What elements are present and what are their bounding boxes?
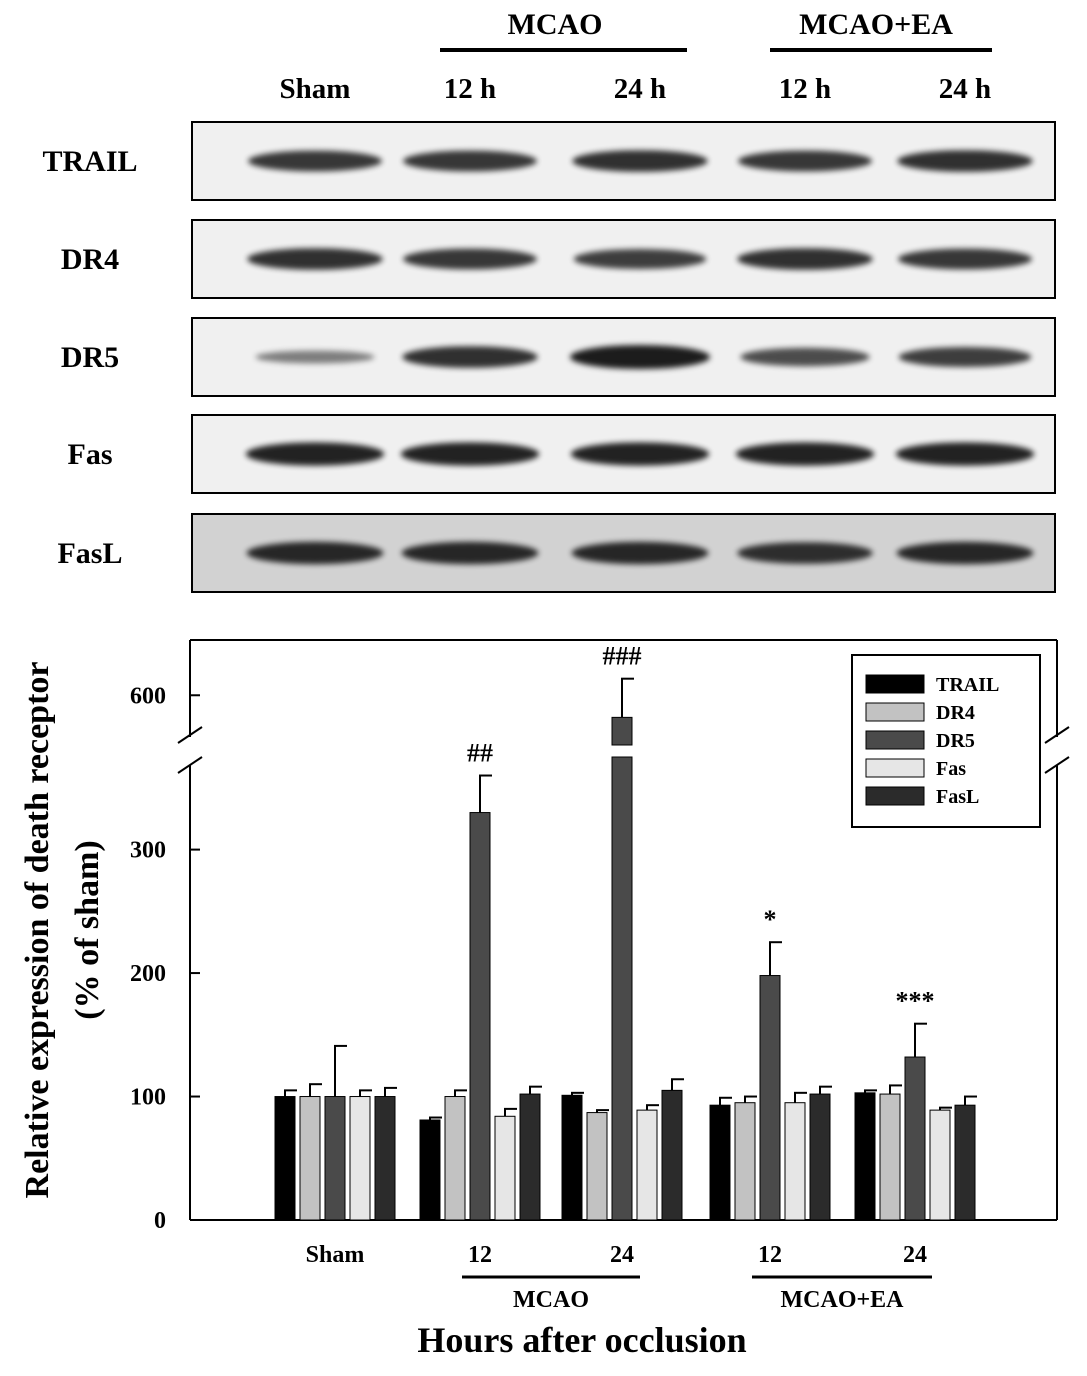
blot-band xyxy=(403,248,537,270)
legend-label: DR4 xyxy=(936,702,975,724)
bar-fas xyxy=(784,1102,806,1221)
blot-group-label: MCAO xyxy=(508,8,603,41)
blot-lane-label: 12 h xyxy=(444,73,496,105)
bar-fasl xyxy=(809,1093,831,1221)
y-tick-label: 0 xyxy=(154,1208,166,1234)
y-tick-label: 200 xyxy=(130,961,166,987)
blot-band xyxy=(571,541,709,565)
significance-mark: ### xyxy=(603,642,642,671)
legend-label: Fas xyxy=(936,758,966,780)
blot-group-label: MCAO+EA xyxy=(799,8,953,41)
x-tick-label: 24 xyxy=(610,1242,634,1268)
bar-fas xyxy=(929,1109,951,1221)
legend-swatch xyxy=(865,786,925,806)
blot-lane-label: Sham xyxy=(280,73,351,105)
blot-lane-label: 24 h xyxy=(939,73,991,105)
blot-band xyxy=(570,345,710,369)
bar-dr5 xyxy=(904,1056,926,1221)
x-group-label: MCAO xyxy=(513,1287,589,1313)
blot-band xyxy=(895,442,1035,466)
x-tick-label: 12 xyxy=(758,1242,782,1268)
blot-band xyxy=(740,347,870,367)
blot-band xyxy=(247,248,383,270)
bar-dr4 xyxy=(586,1112,608,1221)
significance-mark: ## xyxy=(467,739,493,768)
axis-break-mark xyxy=(1044,756,1070,774)
bar-trail xyxy=(561,1094,583,1221)
legend-swatch xyxy=(865,702,925,722)
blot-band xyxy=(737,248,873,270)
x-tick-label: Sham xyxy=(306,1242,365,1268)
bar-dr5-upper xyxy=(611,716,633,746)
x-axis-label: Hours after occlusion xyxy=(417,1320,746,1360)
y-tick-label: 300 xyxy=(130,838,166,864)
bar-dr4 xyxy=(734,1102,756,1221)
legend-swatch xyxy=(865,674,925,694)
bar-fas xyxy=(494,1115,516,1221)
blot-row-label: TRAIL xyxy=(42,145,137,178)
bar-dr4 xyxy=(299,1096,321,1221)
bar-trail xyxy=(709,1104,731,1221)
axis-break-mark xyxy=(1044,726,1070,744)
significance-mark: * xyxy=(764,905,777,934)
blot-band xyxy=(897,150,1033,172)
blot-band xyxy=(246,541,384,565)
blot-band xyxy=(735,442,875,466)
legend-label: TRAIL xyxy=(936,674,999,696)
bar-trail xyxy=(274,1096,296,1221)
blot-band xyxy=(402,346,538,368)
bar-fasl xyxy=(661,1089,683,1221)
legend-swatch xyxy=(865,758,925,778)
blot-band xyxy=(245,442,385,466)
blot-band xyxy=(570,442,710,466)
bar-fasl xyxy=(519,1093,541,1221)
blot-lane-label: 24 h xyxy=(614,73,666,105)
legend-swatch xyxy=(865,730,925,750)
significance-mark: *** xyxy=(896,987,935,1016)
bar-dr5 xyxy=(324,1096,346,1221)
blot-band xyxy=(255,350,375,364)
y-tick-label: 600 xyxy=(130,683,166,709)
blot-band xyxy=(572,150,708,172)
blot-band xyxy=(738,150,872,172)
blot-band xyxy=(573,249,707,269)
bar-dr5 xyxy=(469,812,491,1221)
blot-band xyxy=(898,347,1032,367)
bar-dr5 xyxy=(759,975,781,1221)
bar-dr5 xyxy=(611,756,633,1221)
x-tick-label: 24 xyxy=(903,1242,927,1268)
blot-row-label: FasL xyxy=(57,537,122,570)
blot-band xyxy=(737,542,873,564)
bar-dr4 xyxy=(444,1096,466,1221)
blot-row-label: Fas xyxy=(68,438,113,471)
bar-fas xyxy=(636,1109,658,1221)
blot-row-label: DR4 xyxy=(61,243,119,276)
x-group-label: MCAO+EA xyxy=(781,1287,905,1313)
x-tick-label: 12 xyxy=(468,1242,492,1268)
legend-label: FasL xyxy=(936,786,979,808)
bar-fas xyxy=(349,1096,371,1221)
blot-row-label: DR5 xyxy=(61,341,119,374)
axis-break-mark xyxy=(177,756,203,774)
blot-band xyxy=(896,541,1034,565)
bar-fasl xyxy=(954,1104,976,1221)
axis-break-mark xyxy=(177,726,203,744)
bar-trail xyxy=(419,1119,441,1221)
bar-chart-panel: 0 100 200 300 600 Relative expression of deat… xyxy=(19,639,1070,1360)
blot-band xyxy=(248,150,382,172)
western-blot-panel: MCAO MCAO+EA Sham 12 h 24 h 12 h 24 h TRAIL DR4 D… xyxy=(42,8,1056,593)
legend-label: DR5 xyxy=(936,730,975,752)
blot-band xyxy=(898,248,1032,270)
bar-trail xyxy=(854,1092,876,1221)
blot-band xyxy=(401,541,539,565)
y-axis-label: Relative expression of death receptor xyxy=(19,662,56,1199)
bar-dr4 xyxy=(879,1093,901,1221)
y-tick-label: 100 xyxy=(130,1085,166,1111)
blot-band xyxy=(400,442,540,466)
blot-band xyxy=(403,150,537,172)
bar-fasl xyxy=(374,1096,396,1221)
y-axis-label-unit: (% of sham) xyxy=(69,840,106,1019)
blot-lane-label: 12 h xyxy=(779,73,831,105)
